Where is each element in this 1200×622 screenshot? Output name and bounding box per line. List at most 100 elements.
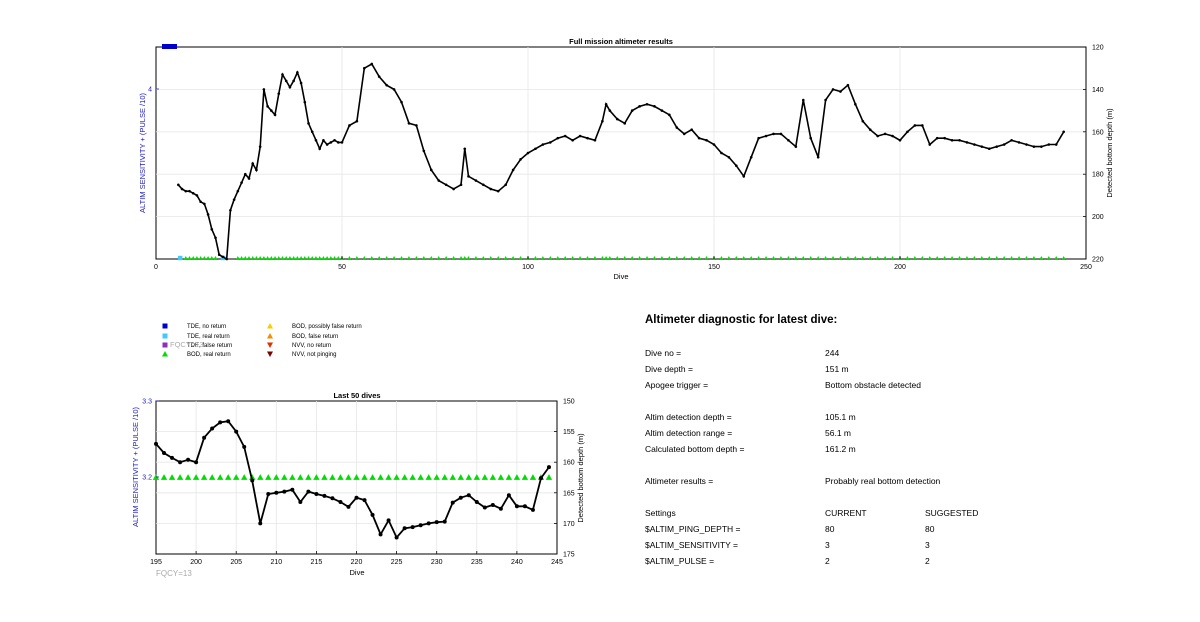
bod-real-return-marker: [815, 256, 821, 260]
legend-label: BOD, real return: [187, 352, 231, 358]
depth-point: [1032, 145, 1036, 148]
depth-point: [973, 143, 976, 146]
bod-real-return-marker: [254, 256, 259, 260]
diag-label-altimeter-results: Altimeter results =: [645, 476, 714, 486]
depth-point: [824, 98, 827, 102]
x-tick-label: 240: [511, 559, 523, 566]
main-bod-markers: [177, 255, 1066, 261]
bod-real-return-marker: [391, 256, 397, 260]
bod-real-return-marker: [615, 256, 620, 260]
depth-point: [801, 98, 805, 102]
depth-point: [225, 257, 228, 261]
bod-real-return-marker: [488, 256, 493, 260]
bod-real-return-marker: [497, 474, 505, 480]
legend-item: BOD, real return: [162, 351, 231, 358]
bod-real-return-marker: [443, 256, 449, 260]
depth-point: [578, 134, 582, 138]
depth-point: [452, 187, 455, 191]
depth-point: [333, 138, 336, 142]
legend-item: TDE, false return: [162, 342, 232, 349]
bod-real-return-marker: [287, 256, 293, 260]
depth-point: [482, 505, 487, 510]
bod-real-return-marker: [505, 474, 513, 480]
bod-real-return-marker: [295, 256, 300, 260]
depth-point: [284, 79, 288, 83]
depth-point: [913, 124, 917, 127]
depth-point: [950, 138, 954, 142]
depth-point: [891, 134, 894, 138]
depth-point: [258, 145, 262, 148]
legend-label: TDE, false return: [187, 343, 232, 349]
depth-point: [322, 138, 325, 142]
bod-real-return-marker: [473, 256, 479, 260]
diag-label-dive-no: Dive no =: [645, 348, 682, 358]
depth-point: [995, 145, 999, 148]
bod-real-return-marker: [324, 256, 330, 260]
bod-real-return-marker: [875, 256, 880, 260]
depth-point: [282, 489, 287, 494]
depth-point: [210, 228, 214, 231]
bod-real-return-marker: [964, 256, 970, 260]
depth-point: [303, 100, 307, 104]
main-depth-series: [177, 62, 1065, 261]
bod-real-return-marker: [184, 474, 192, 480]
bod-real-return-marker: [513, 474, 521, 480]
depth-point: [965, 141, 969, 144]
bod-real-return-marker: [393, 474, 400, 480]
bod-real-return-marker: [332, 256, 337, 260]
depth-point: [586, 136, 589, 140]
depth-point: [251, 162, 255, 165]
diag-label-calculated-bottom-depth: Calculated bottom depth =: [645, 444, 745, 454]
legend-square-icon: [162, 323, 168, 329]
depth-point: [191, 191, 195, 195]
depth-point: [593, 138, 597, 142]
bod-real-return-marker: [518, 256, 523, 260]
legend-label: BOD, false return: [292, 334, 338, 340]
bod-real-return-marker: [548, 256, 553, 260]
bod-real-return-marker: [1039, 256, 1044, 260]
bod-real-return-marker: [823, 256, 828, 260]
depth-point: [217, 253, 221, 257]
bod-real-return-marker: [194, 256, 200, 260]
depth-point: [571, 138, 574, 142]
legend-item: BOD, false return: [267, 333, 338, 340]
depth-point: [675, 126, 679, 129]
bod-real-return-marker: [957, 256, 962, 260]
bod-real-return-marker: [1061, 256, 1066, 260]
bod-real-return-marker: [284, 256, 289, 260]
depth-point: [250, 478, 255, 483]
y-right-tick-label: 140: [1092, 87, 1104, 94]
bod-real-return-marker: [555, 256, 560, 260]
depth-point: [162, 451, 167, 456]
bod-real-return-marker: [369, 474, 376, 480]
setting-label-pulse: $ALTIM_PULSE =: [645, 556, 715, 566]
depth-point: [653, 105, 656, 108]
depth-point: [340, 141, 344, 144]
depth-point: [794, 145, 798, 148]
bod-real-return-marker: [704, 256, 709, 260]
depth-point: [504, 183, 507, 187]
depth-point: [314, 492, 319, 497]
y-left-tick-label: 3.3: [142, 399, 152, 406]
diag-label-dive-depth: Dive depth =: [645, 364, 693, 374]
bod-real-return-marker: [838, 256, 843, 260]
bod-real-return-marker: [1009, 256, 1014, 260]
bod-real-return-marker: [310, 256, 315, 260]
y-right-tick-label: 165: [563, 490, 575, 497]
x-tick-label: 235: [471, 559, 483, 566]
bod-real-return-marker: [667, 256, 672, 260]
sub-ticks: 195 200 205 210 215 220 225 230 235 240 245 150 155 1…: [142, 399, 575, 567]
bod-real-return-marker: [481, 474, 489, 480]
sub-depth-series: [154, 419, 551, 540]
legend-triangle-up-icon: [267, 323, 273, 329]
depth-point: [199, 200, 202, 204]
depth-point: [1025, 143, 1028, 146]
last-50-dives-chart: 195 200 205 210 215 220 225 230 235 240 245 150 155 1…: [131, 391, 585, 578]
depth-point: [236, 189, 240, 193]
legend-label: TDE, no return: [187, 324, 226, 330]
x-tick-label: 200: [190, 559, 202, 566]
bod-real-return-marker: [213, 256, 218, 260]
legend-fqcy-label: FQCY=13: [170, 340, 204, 349]
legend-label: NVV, not pinging: [292, 352, 336, 358]
bod-real-return-marker: [771, 256, 776, 260]
